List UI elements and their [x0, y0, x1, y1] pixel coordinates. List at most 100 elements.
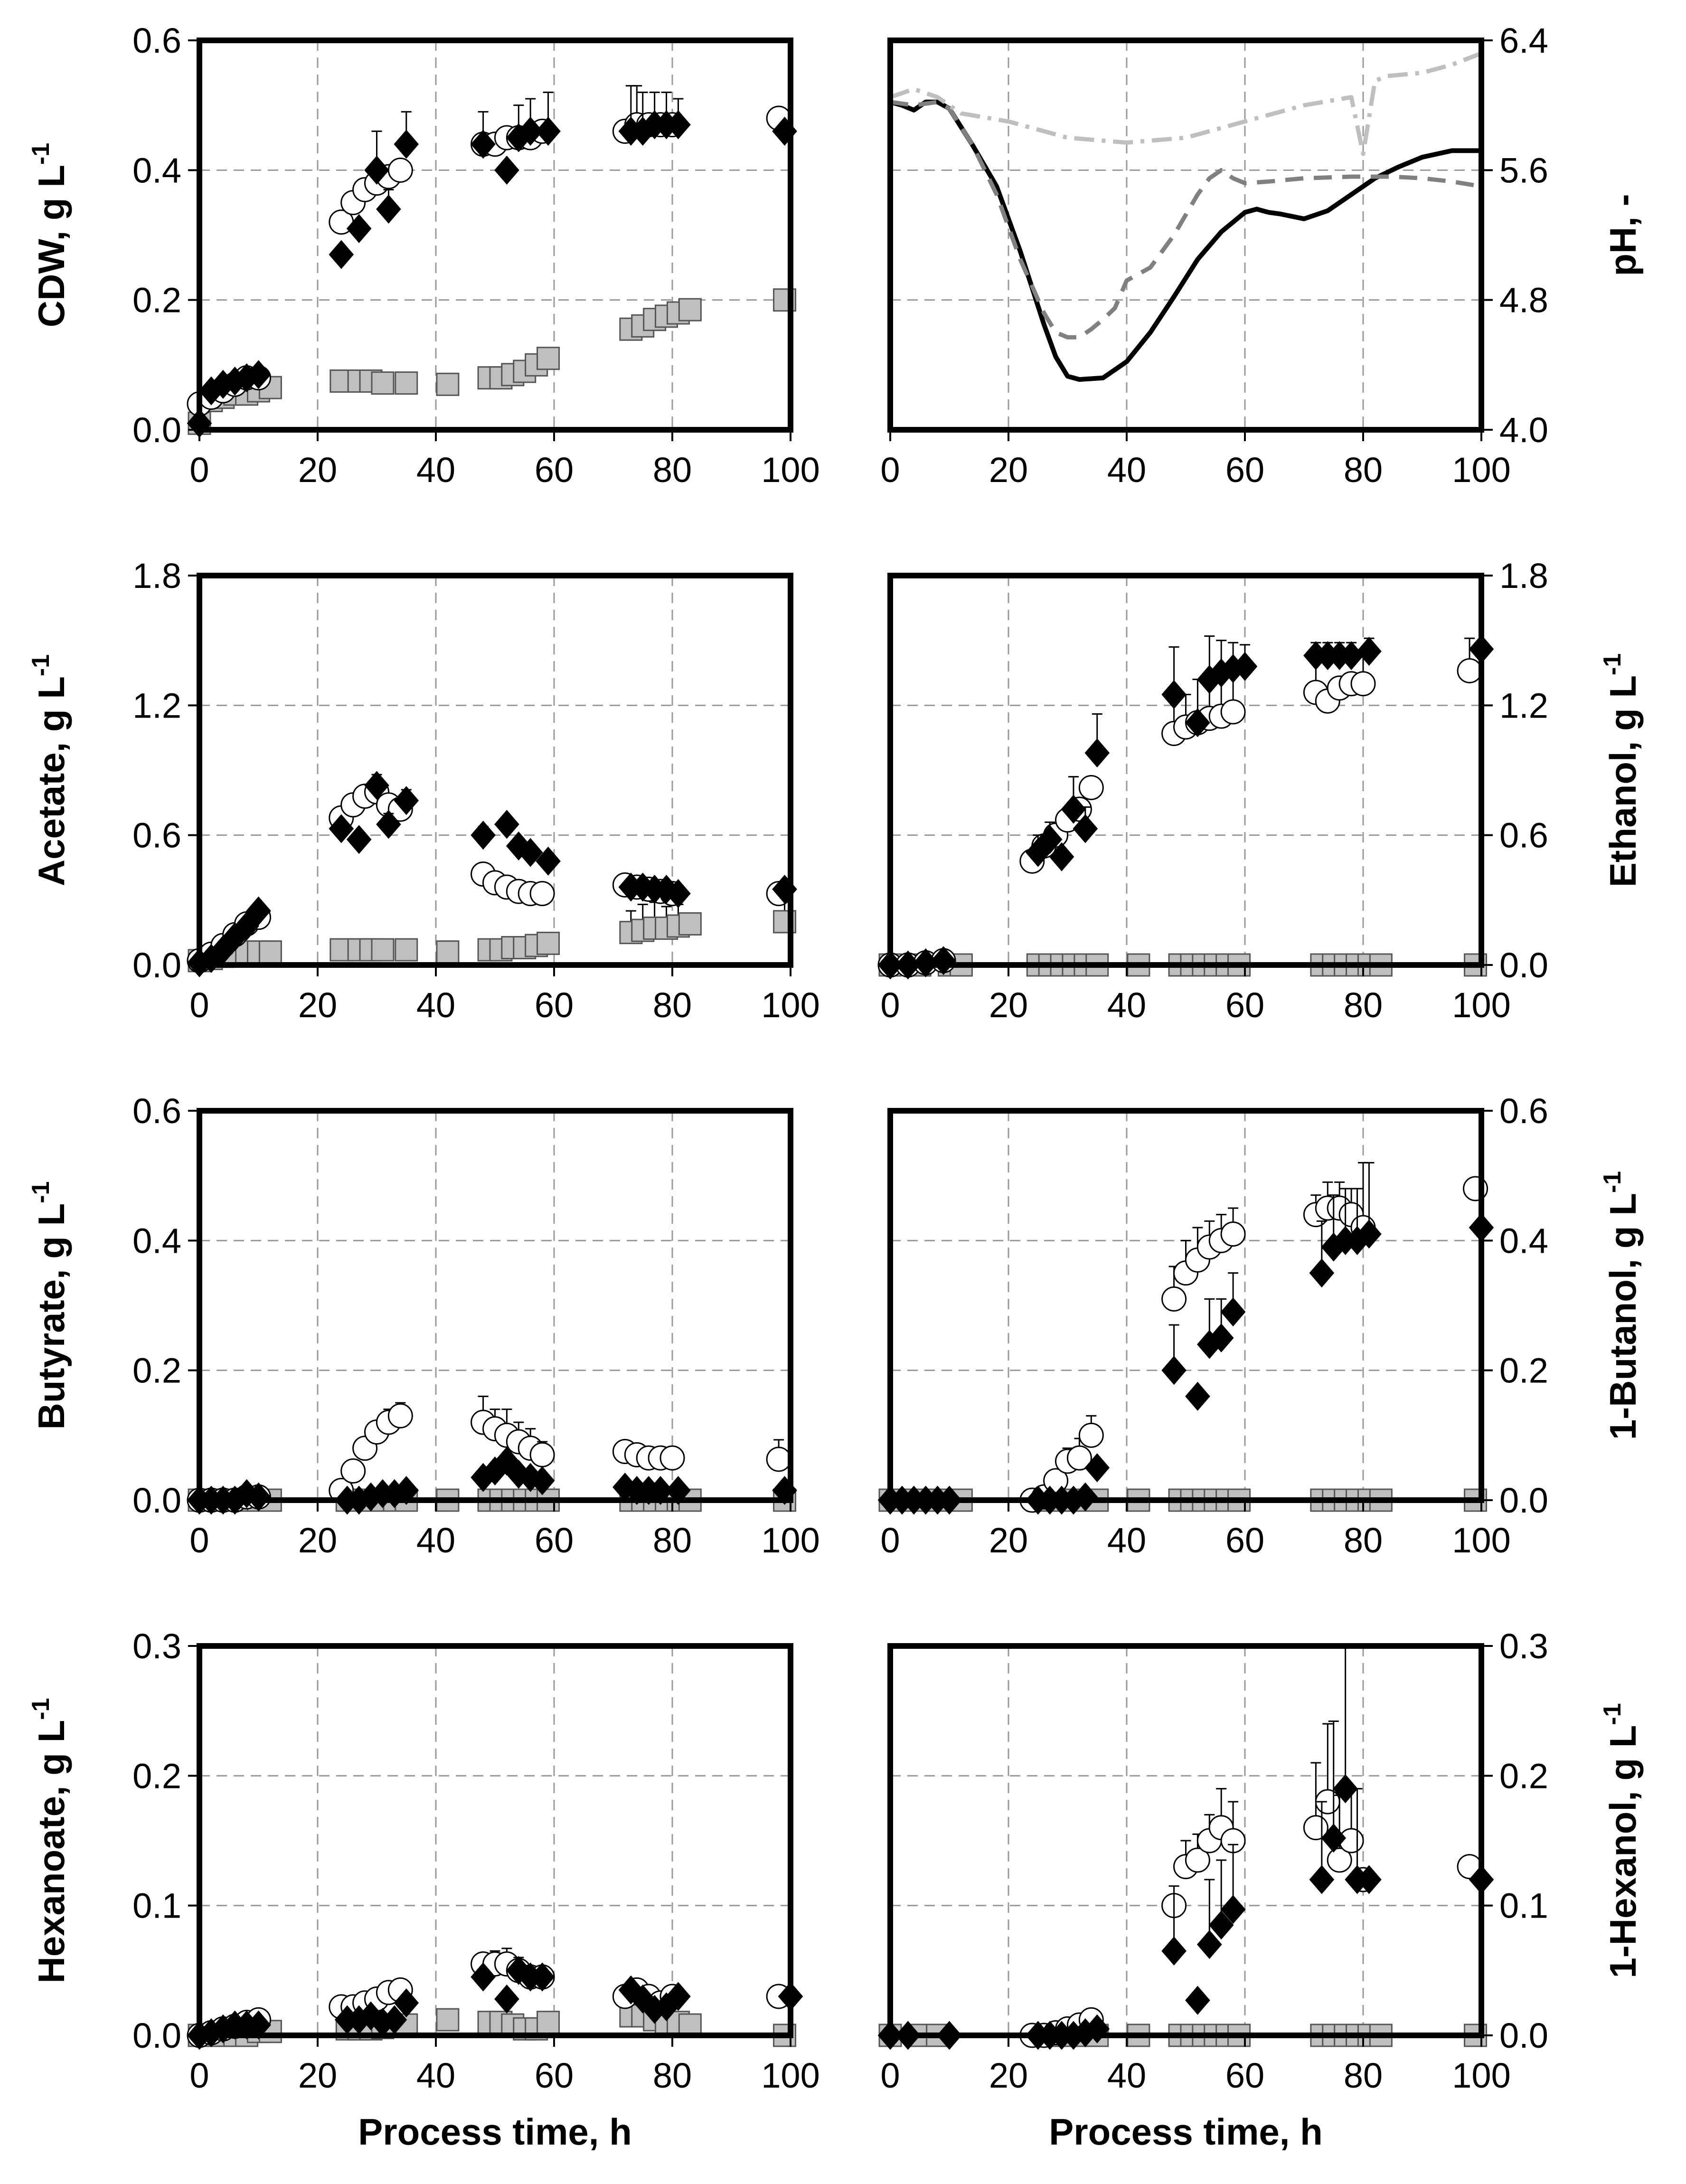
data-point-diamond — [246, 1482, 271, 1512]
series-line — [889, 99, 1481, 382]
y-tick-label: 0.0 — [1499, 2016, 1548, 2055]
data-point-diamond — [630, 1984, 656, 2014]
y-axis-title-superscript: -1 — [27, 654, 55, 676]
x-tick-label: 60 — [535, 2056, 574, 2095]
y-tick-label: 1.2 — [132, 686, 181, 725]
y-axis-title-text: 1-Hexanol, g L — [1602, 1725, 1644, 1978]
panel-hexanoate: 0 20 40 60 80 100 0.0 0.1 0.2 0.3 Hexanoate, g L-1… — [27, 1626, 820, 2153]
x-tick-label: 60 — [535, 450, 574, 490]
data-point-diamond — [1049, 842, 1074, 871]
x-tick-label: 20 — [989, 985, 1028, 1025]
data-point-diamond — [1208, 1910, 1234, 1940]
y-tick-label: 4.0 — [1499, 410, 1548, 450]
data-point-diamond — [666, 879, 691, 908]
data-point-diamond — [666, 110, 691, 140]
y-tick-label: 0.2 — [132, 1351, 181, 1390]
y-axis-title: pH, - — [1602, 194, 1644, 276]
data-point-square — [258, 940, 282, 964]
data-point-circle — [766, 1447, 791, 1472]
y-tick-label: 0.2 — [132, 281, 181, 320]
y-axis-title: Hexanoate, g L-1 — [27, 1698, 72, 1983]
x-tick-label: 0 — [189, 2056, 209, 2095]
data-point-diamond — [1356, 636, 1382, 666]
x-tick-label: 0 — [880, 450, 900, 490]
x-tick-label: 80 — [1344, 985, 1383, 1025]
y-tick-label: 4.8 — [1499, 281, 1548, 320]
panel-cdw: 0 20 40 60 80 100 0.0 0.2 0.4 0.6 CDW, g L-1 — [27, 21, 820, 490]
x-tick-label: 0 — [880, 985, 900, 1025]
data-point-circle — [1350, 671, 1376, 697]
data-point-square — [436, 2008, 460, 2032]
x-tick-label: 20 — [298, 2056, 337, 2095]
x-tick-label: 20 — [298, 450, 337, 490]
x-tick-label: 20 — [298, 1521, 337, 1560]
data-point-diamond — [494, 810, 519, 839]
x-tick-label: 0 — [189, 1521, 209, 1560]
y-axis-title-text: Hexanoate, g L — [30, 1720, 72, 1984]
x-tick-label: 40 — [416, 2056, 455, 2095]
data-point-diamond — [246, 2010, 271, 2040]
data-point-diamond — [329, 814, 354, 843]
y-axis-title-text: Acetate, g L — [30, 676, 72, 886]
y-tick-label: 0.3 — [1499, 1626, 1548, 1666]
y-tick-label: 0.0 — [1499, 1481, 1548, 1520]
x-tick-label: 0 — [880, 1521, 900, 1560]
x-tick-label: 60 — [1225, 450, 1264, 490]
data-point-circle — [1327, 1847, 1352, 1873]
y-tick-label: 0.2 — [132, 1756, 181, 1796]
x-tick-label: 40 — [416, 450, 455, 490]
y-tick-label: 0.0 — [1499, 945, 1548, 985]
y-axis-title-text: CDW, g L — [30, 165, 72, 327]
x-tick-label: 20 — [989, 450, 1028, 490]
data-point-diamond — [394, 1988, 419, 2018]
data-point-diamond — [1309, 1258, 1335, 1288]
y-tick-label: 0.3 — [132, 1626, 181, 1666]
data-point-diamond — [364, 771, 389, 800]
data-point-diamond — [1084, 738, 1110, 768]
data-point-diamond — [518, 838, 543, 867]
data-point-diamond — [1161, 1356, 1187, 1385]
series-solid-line — [889, 99, 1481, 382]
data-point-circle — [529, 881, 555, 907]
data-point-circle — [387, 1403, 413, 1428]
x-tick-label: 80 — [653, 2056, 692, 2095]
y-axis-title: 1-Hexanol, g L-1 — [1599, 1703, 1644, 1978]
data-point-circle — [529, 1442, 555, 1467]
data-point-diamond — [1356, 1220, 1382, 1249]
y-axis-title: Acetate, g L-1 — [27, 654, 72, 886]
data-point-square — [537, 2011, 560, 2034]
x-tick-label: 40 — [1107, 2056, 1146, 2095]
x-tick-label: 60 — [535, 985, 574, 1025]
y-axis-title: CDW, g L-1 — [27, 143, 72, 328]
data-point-diamond — [246, 360, 271, 389]
data-point-square — [395, 938, 418, 962]
y-tick-label: 0.0 — [132, 945, 181, 985]
data-point-square — [371, 371, 395, 395]
data-point-square — [678, 298, 702, 321]
data-point-square — [395, 371, 418, 395]
data-point-circle — [1457, 658, 1482, 683]
y-tick-label: 0.4 — [132, 1221, 181, 1260]
data-point-diamond — [1161, 1936, 1187, 1966]
y-tick-label: 0.1 — [132, 1886, 181, 1926]
x-tick-label: 100 — [761, 450, 819, 490]
data-point-diamond — [1356, 1865, 1382, 1894]
panel-acetate: 0 20 40 60 80 100 0.0 0.6 1.2 1.8 Acetate, g L-1 — [27, 556, 820, 1025]
y-tick-label: 0.0 — [132, 410, 181, 450]
series-diamonds — [877, 1162, 1494, 1515]
x-tick-label: 80 — [653, 450, 692, 490]
data-point-circle — [340, 1458, 366, 1484]
data-point-circle — [1066, 1445, 1092, 1471]
data-point-diamond — [1321, 1823, 1347, 1853]
series-diamonds — [187, 771, 797, 977]
x-tick-label: 0 — [189, 985, 209, 1025]
y-tick-label: 0.4 — [132, 151, 181, 190]
data-point-diamond — [329, 240, 354, 269]
data-point-square — [371, 938, 395, 962]
data-point-diamond — [536, 846, 561, 876]
series-circles — [1019, 1162, 1488, 1513]
x-tick-label: 100 — [761, 1521, 819, 1560]
data-point-circle — [659, 1445, 685, 1471]
panel-butyrate: 0 20 40 60 80 100 0.0 0.2 0.4 0.6 Butyrate, g L-1 — [27, 1091, 820, 1560]
